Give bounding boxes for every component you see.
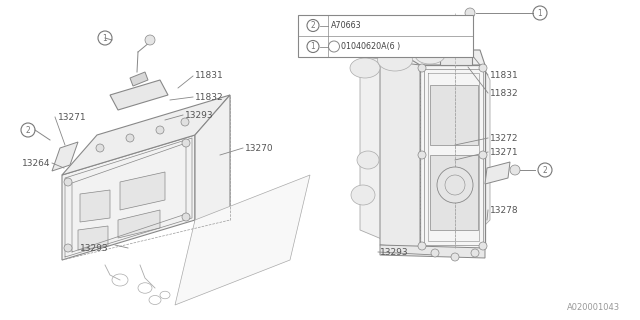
Ellipse shape (378, 49, 413, 71)
Ellipse shape (357, 151, 379, 169)
Circle shape (479, 64, 487, 72)
Polygon shape (78, 226, 108, 250)
Text: 13271: 13271 (490, 148, 518, 156)
Ellipse shape (415, 46, 445, 64)
Circle shape (156, 126, 164, 134)
Polygon shape (130, 72, 148, 86)
Circle shape (181, 118, 189, 126)
Circle shape (182, 213, 190, 221)
Circle shape (510, 165, 520, 175)
Polygon shape (440, 45, 472, 65)
Text: 13278: 13278 (490, 205, 518, 214)
FancyBboxPatch shape (298, 15, 473, 57)
Ellipse shape (351, 185, 375, 205)
Polygon shape (62, 95, 230, 175)
Text: 2: 2 (310, 21, 316, 30)
Text: 13293: 13293 (185, 110, 214, 119)
Ellipse shape (350, 58, 380, 78)
Polygon shape (450, 35, 462, 45)
Polygon shape (195, 95, 230, 260)
Polygon shape (430, 155, 478, 230)
Polygon shape (395, 50, 485, 65)
Text: 13270: 13270 (245, 143, 274, 153)
Circle shape (182, 139, 190, 147)
Polygon shape (485, 162, 510, 184)
Polygon shape (118, 210, 160, 238)
Text: 13293: 13293 (80, 244, 109, 252)
Text: A70663: A70663 (331, 21, 362, 30)
Text: 11831: 11831 (490, 70, 519, 79)
Circle shape (96, 144, 104, 152)
Circle shape (479, 242, 487, 250)
Circle shape (465, 8, 475, 18)
Text: 13271: 13271 (58, 113, 86, 122)
Text: 1: 1 (538, 9, 542, 18)
Polygon shape (420, 65, 485, 248)
Circle shape (126, 134, 134, 142)
Text: 13272: 13272 (490, 133, 518, 142)
Polygon shape (380, 60, 420, 248)
Polygon shape (380, 245, 485, 258)
Polygon shape (52, 142, 78, 171)
Circle shape (418, 151, 426, 159)
Polygon shape (110, 80, 168, 110)
Circle shape (64, 178, 72, 186)
Text: 01040620A(6 ): 01040620A(6 ) (341, 42, 400, 51)
Text: 13293: 13293 (380, 247, 408, 257)
Polygon shape (80, 190, 110, 222)
Text: 1: 1 (310, 42, 316, 51)
Circle shape (418, 64, 426, 72)
Polygon shape (360, 50, 490, 255)
Polygon shape (175, 175, 310, 305)
Text: 2: 2 (543, 165, 547, 174)
Text: 13264: 13264 (22, 158, 51, 167)
Circle shape (145, 35, 155, 45)
Polygon shape (430, 85, 478, 145)
Circle shape (418, 242, 426, 250)
Polygon shape (120, 172, 165, 210)
Circle shape (451, 253, 459, 261)
Circle shape (64, 244, 72, 252)
Text: A020001043: A020001043 (567, 303, 620, 312)
Text: 11832: 11832 (490, 89, 518, 98)
Text: 2: 2 (26, 125, 30, 134)
Circle shape (431, 249, 439, 257)
Polygon shape (62, 135, 195, 260)
Circle shape (479, 151, 487, 159)
Circle shape (471, 249, 479, 257)
Text: 11831: 11831 (195, 70, 224, 79)
Circle shape (437, 167, 473, 203)
Text: 11832: 11832 (195, 92, 223, 101)
Text: 1: 1 (102, 34, 108, 43)
